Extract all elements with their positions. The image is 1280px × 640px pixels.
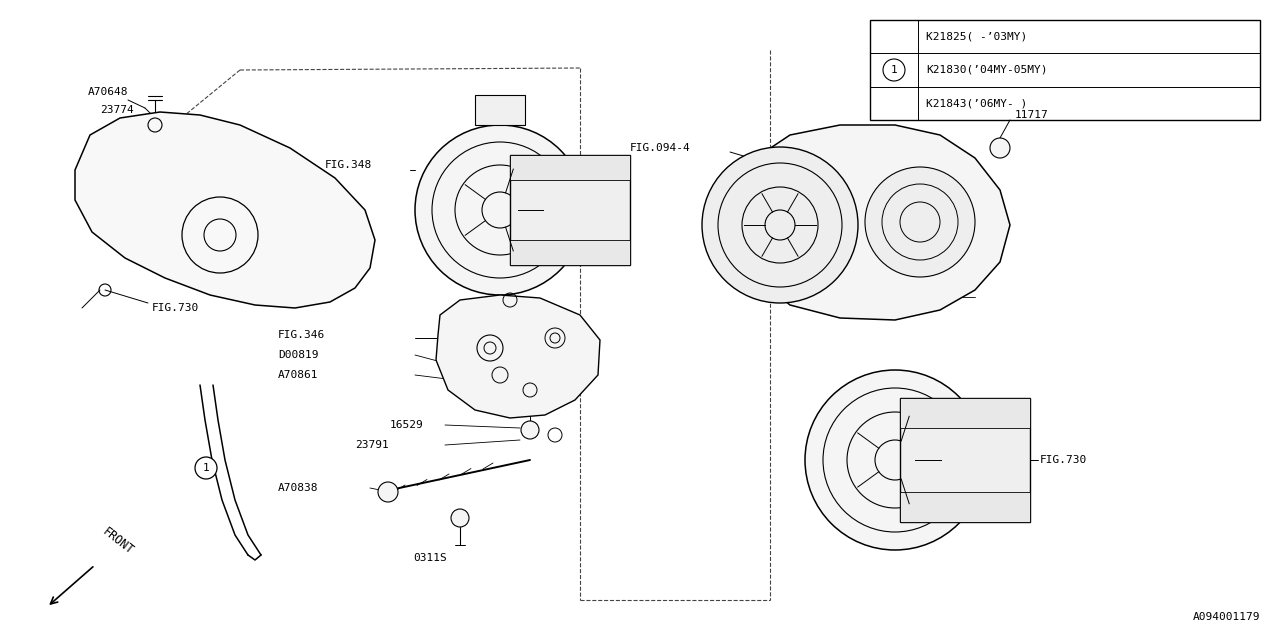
Text: A094001179: A094001179	[1193, 612, 1260, 622]
Circle shape	[805, 370, 986, 550]
Bar	[509, 240, 630, 265]
Bar	[509, 155, 630, 265]
Text: 1: 1	[202, 463, 210, 473]
Text: FRONT: FRONT	[100, 525, 136, 557]
Circle shape	[989, 138, 1010, 158]
Text: D00819: D00819	[278, 350, 319, 360]
Circle shape	[415, 125, 585, 295]
Circle shape	[451, 509, 468, 527]
Circle shape	[545, 328, 564, 348]
Text: 11717: 11717	[1015, 110, 1048, 120]
Text: K21825( -’03MY): K21825( -’03MY)	[925, 31, 1028, 42]
Circle shape	[182, 197, 259, 273]
Circle shape	[701, 147, 858, 303]
Text: FIG.730: FIG.730	[1039, 455, 1087, 465]
Circle shape	[195, 457, 218, 479]
Text: FIG.730: FIG.730	[152, 303, 200, 313]
Text: FIG.094-4: FIG.094-4	[630, 143, 691, 153]
Bar	[509, 155, 630, 180]
Polygon shape	[748, 125, 1010, 320]
Bar	[870, 20, 1260, 120]
Text: 0311S: 0311S	[413, 553, 447, 563]
Text: K21830(’04MY-05MY): K21830(’04MY-05MY)	[925, 65, 1047, 75]
Text: 16529: 16529	[390, 420, 424, 430]
Polygon shape	[76, 112, 375, 308]
Circle shape	[378, 482, 398, 502]
Bar	[900, 492, 1030, 522]
Circle shape	[865, 167, 975, 277]
Polygon shape	[436, 295, 600, 418]
Text: K21843(’06MY- ): K21843(’06MY- )	[925, 99, 1028, 108]
Bar	[900, 398, 1030, 522]
Circle shape	[492, 367, 508, 383]
Bar	[475, 95, 525, 125]
Text: 23791: 23791	[355, 440, 389, 450]
Text: A70838: A70838	[278, 483, 319, 493]
Text: A70648: A70648	[88, 87, 128, 97]
Text: 23774: 23774	[100, 105, 133, 115]
Text: 1: 1	[891, 65, 897, 75]
Bar	[900, 398, 1030, 428]
Text: FIG.346: FIG.346	[278, 330, 325, 340]
Text: A70861: A70861	[278, 370, 319, 380]
Text: FIG.348: FIG.348	[325, 160, 372, 170]
Circle shape	[521, 421, 539, 439]
Circle shape	[477, 335, 503, 361]
Circle shape	[524, 383, 538, 397]
